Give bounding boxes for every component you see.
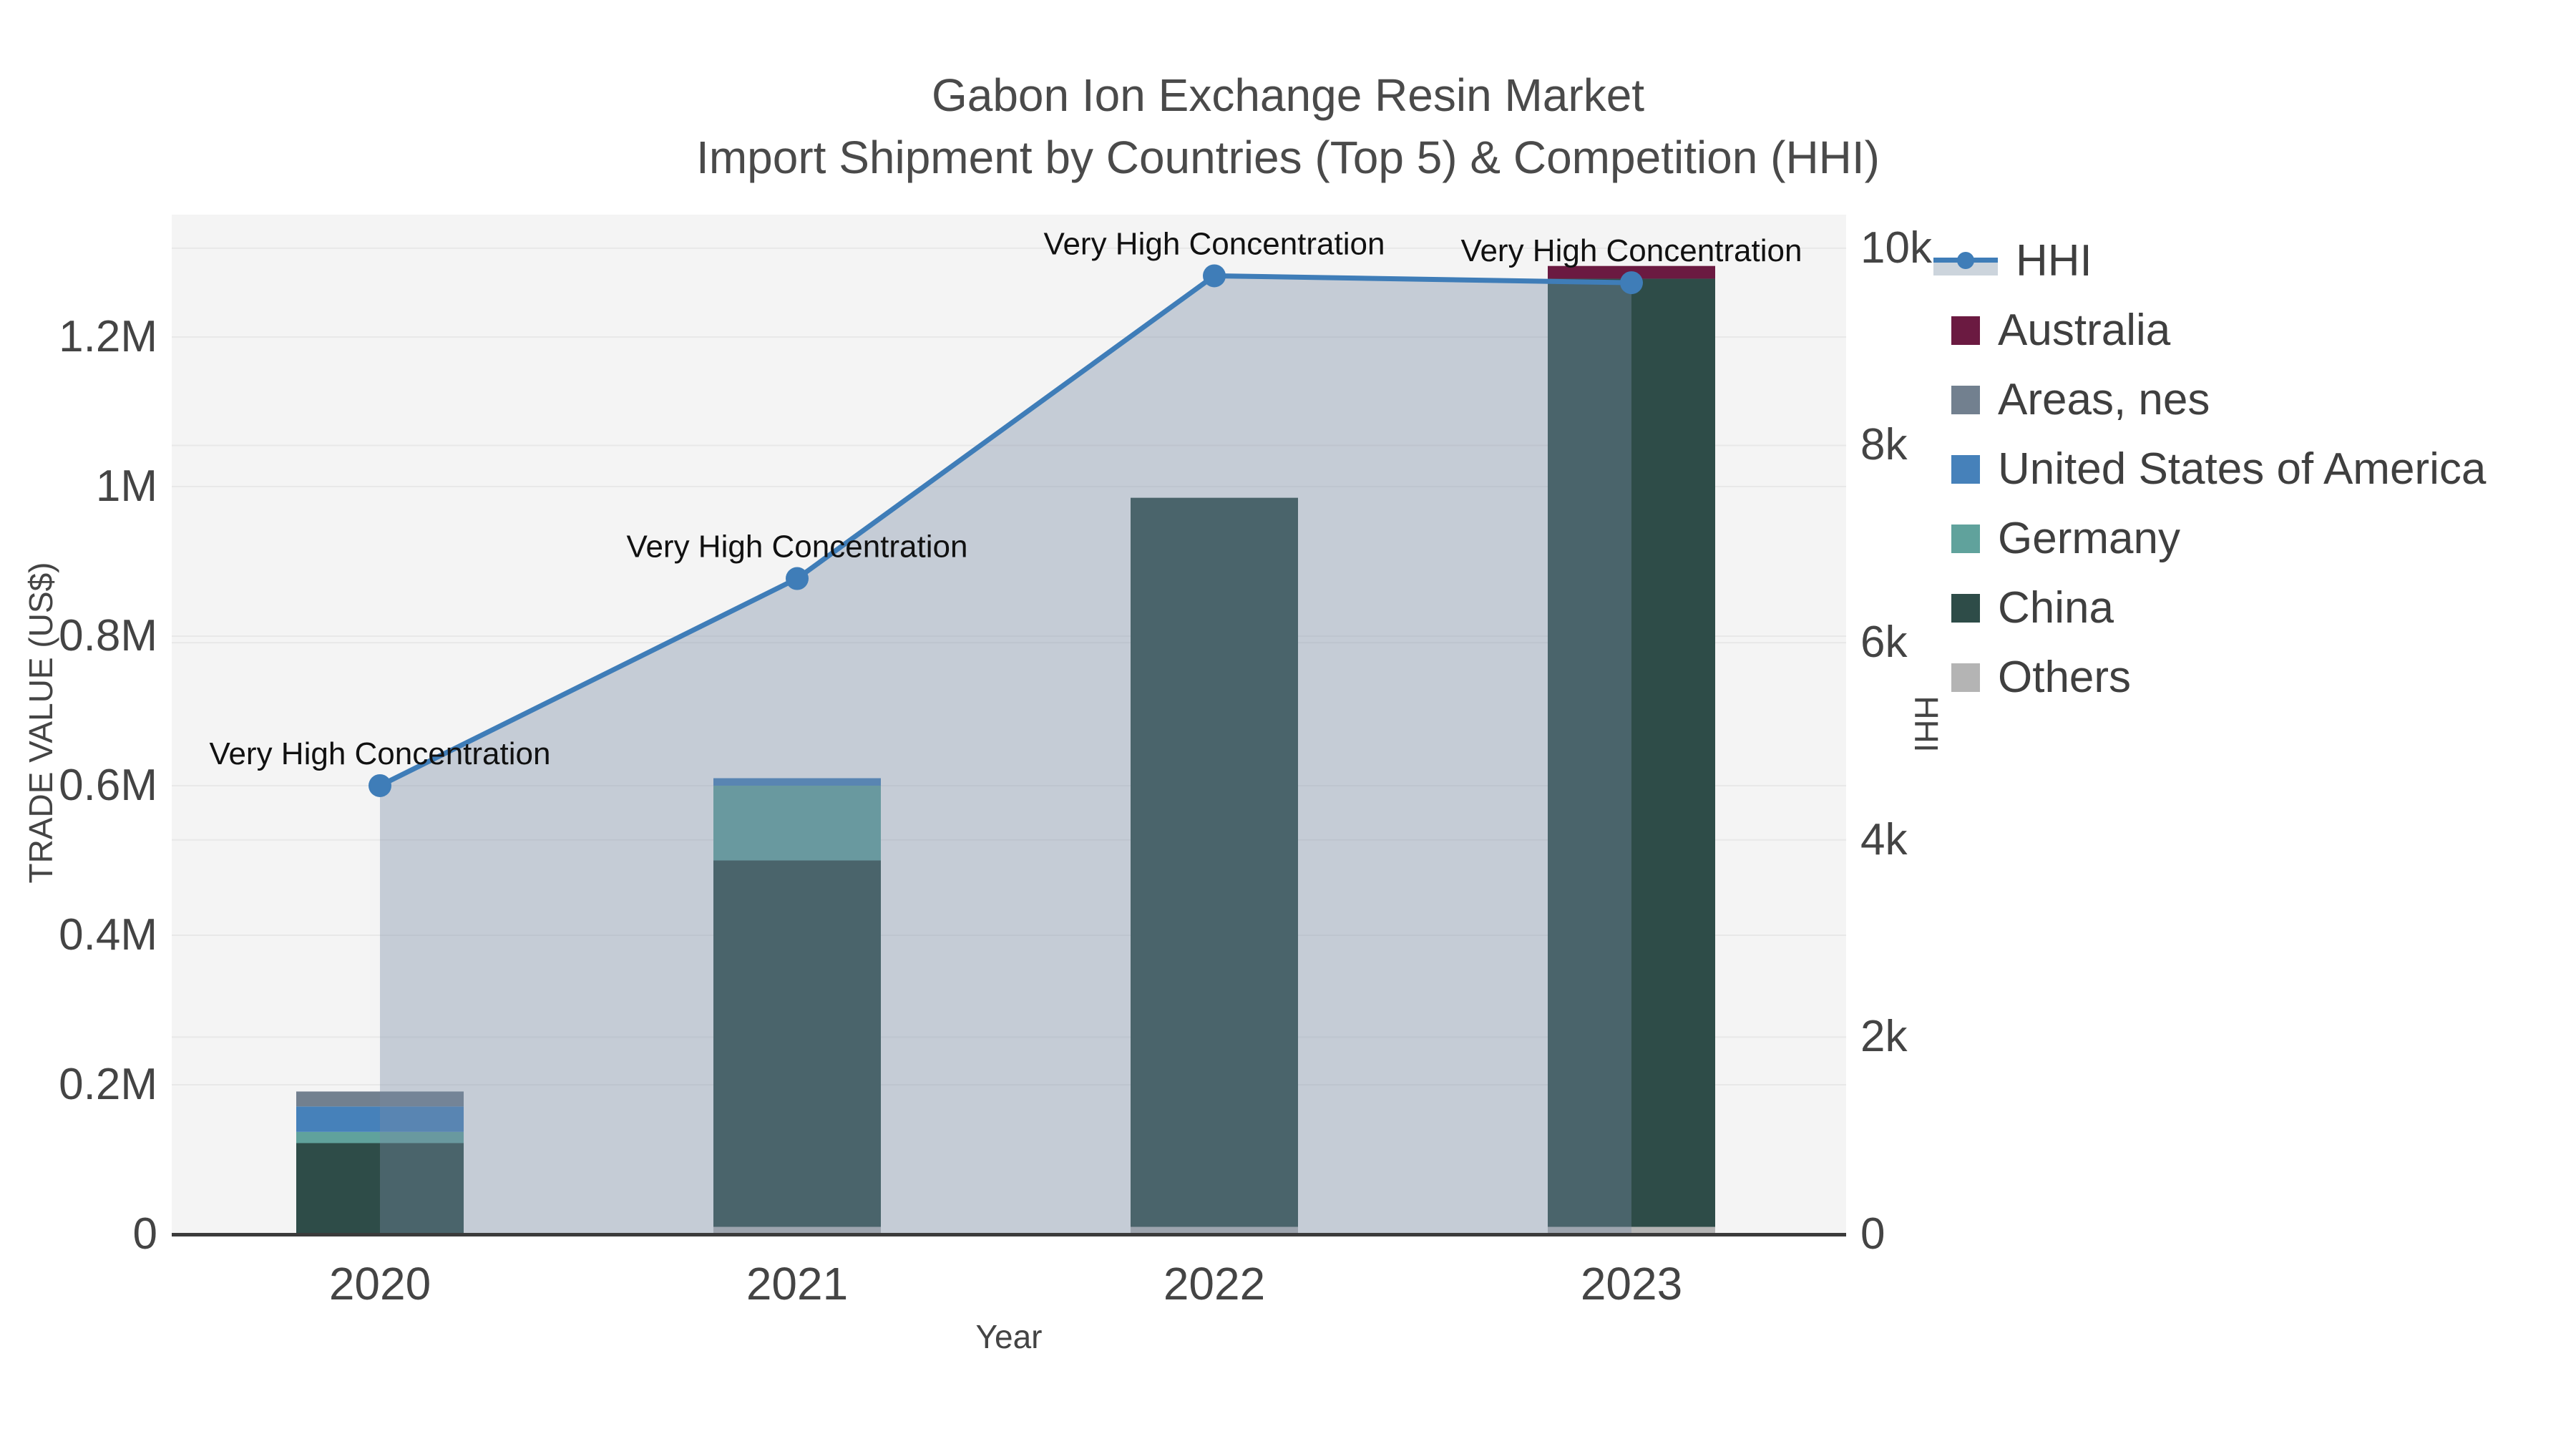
annotation-2020: Very High Concentration [210,736,551,771]
legend-color-swatch [1951,593,1980,623]
legend-item-australia[interactable]: Australia [1926,296,2486,365]
annotation-2022: Very High Concentration [1044,226,1385,261]
legend-item-united-states-of-america[interactable]: United States of America [1926,434,2486,504]
ytick-right-0: 0 [1860,1209,1885,1259]
xtick-2023: 2023 [1580,1258,1683,1309]
x-axis-title: Year [975,1318,1043,1355]
legend-label: HHI [2016,236,2092,286]
plot-area: Very High Concentration Very High Concent… [172,215,1846,1235]
ytick-left-0: 0 [132,1209,157,1259]
ytick-left-0.2M: 0.2M [59,1059,157,1109]
xtick-2021: 2021 [746,1258,849,1309]
bar-segment-united-states-of-america-2020 [296,1106,464,1132]
hhi-marker-2021 [786,567,809,590]
bar-segment-others-2022 [1131,1226,1298,1234]
ytick-right-4k: 4k [1860,814,1908,864]
legend-color-swatch [1951,454,1980,484]
ytick-right-8k: 8k [1860,420,1908,470]
legend-label: Germany [1998,514,2180,563]
legend-label: United States of America [1998,444,2487,494]
ytick-left-1.2M: 1.2M [59,311,157,361]
legend-color-swatch [1951,524,1980,553]
chart-title: Gabon Ion Exchange Resin Market [931,69,1645,121]
bar-segment-germany-2020 [296,1131,464,1143]
hhi-line [379,273,1632,789]
legend-item-germany[interactable]: Germany [1926,504,2486,573]
legend-item-china[interactable]: China [1926,573,2486,643]
ytick-left-0.6M: 0.6M [59,760,157,810]
bar-segment-china-2023 [1548,278,1715,1227]
y-axis-title-left: TRADE VALUE (US$) [22,562,59,884]
legend-label: Areas, nes [1998,375,2210,424]
xtick-2022: 2022 [1163,1258,1266,1309]
legend-label: Australia [1998,306,2171,355]
bar-segment-germany-2021 [713,785,881,861]
ytick-right-2k: 2k [1860,1012,1908,1062]
legend-label: China [1998,583,2114,633]
ytick-left-0.8M: 0.8M [59,610,157,660]
plot-svg: Very High Concentration Very High Concent… [172,226,1846,1235]
legend-color-swatch [1951,385,1980,414]
x-axis-line [172,1233,1846,1236]
legend-color-swatch [1951,316,1980,345]
chart-subtitle: Import Shipment by Countries (Top 5) & C… [696,132,1880,183]
hhi-marker-2023 [1620,271,1643,295]
hhi-marker-2022 [1203,264,1226,288]
hhi-marker-2020 [369,774,391,797]
bar-segment-others-2021 [713,1226,881,1234]
bar-segment-china-2020 [296,1143,464,1234]
bar-segment-others-2023 [1548,1226,1715,1234]
ytick-left-0.4M: 0.4M [59,909,157,960]
legend-item-others[interactable]: Others [1926,643,2486,712]
legend: HHI Australia Areas, nes United States of A… [1926,226,2486,712]
ytick-right-6k: 6k [1860,618,1908,668]
annotation-2023: Very High Concentration [1461,233,1802,268]
legend-label: Others [1998,653,2132,702]
ytick-right-10k: 10k [1860,223,1932,273]
hhi-line-swatch-icon [1933,245,1998,277]
legend-item-hhi[interactable]: HHI [1926,226,2486,296]
xtick-2020: 2020 [328,1258,431,1309]
bar-segment-china-2022 [1131,497,1298,1227]
hhi-area-fill [380,275,1631,1235]
bar-segment-areas-nes-2020 [296,1091,464,1107]
legend-item-areas-nes[interactable]: Areas, nes [1926,365,2486,434]
legend-color-swatch [1951,663,1980,692]
bar-segment-china-2021 [713,860,881,1227]
bar-segment-united-states-of-america-2021 [713,778,881,786]
annotation-2021: Very High Concentration [627,530,968,565]
ytick-left-1M: 1M [95,461,157,511]
